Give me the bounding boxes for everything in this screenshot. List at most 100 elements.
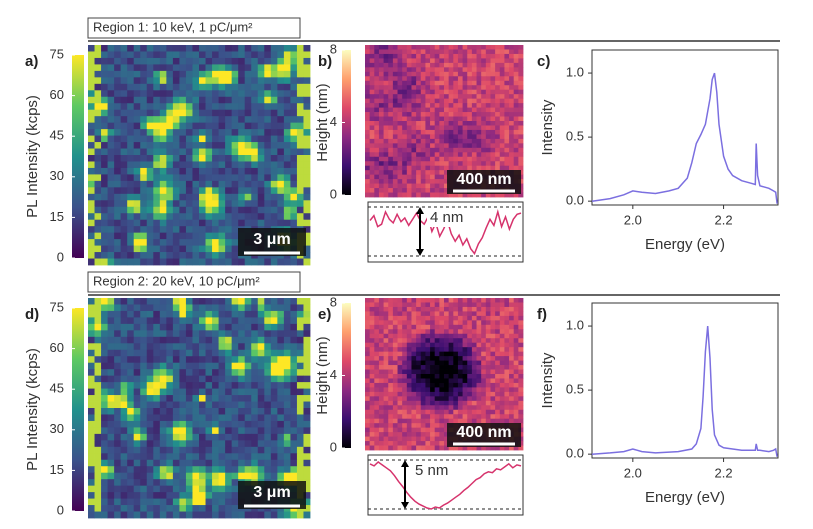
image-pixel: [444, 166, 449, 171]
image-pixel: [407, 49, 412, 54]
image-pixel: [245, 45, 252, 52]
image-pixel: [95, 187, 102, 194]
image-pixel: [370, 374, 375, 379]
image-pixel: [271, 64, 278, 71]
image-pixel: [290, 103, 297, 110]
image-pixel: [186, 181, 193, 188]
image-pixel: [303, 194, 310, 201]
image-pixel: [258, 149, 265, 156]
image-pixel: [481, 414, 486, 419]
image-pixel: [271, 453, 278, 460]
image-pixel: [258, 142, 265, 149]
image-pixel: [147, 317, 154, 324]
image-pixel: [114, 402, 121, 409]
image-pixel: [264, 161, 271, 168]
image-pixel: [108, 473, 115, 480]
image-pixel: [245, 466, 252, 473]
image-pixel: [453, 81, 458, 86]
image-pixel: [264, 350, 271, 357]
image-pixel: [435, 161, 440, 166]
image-pixel: [121, 414, 128, 421]
image-pixel: [303, 207, 310, 214]
image-pixel: [518, 117, 523, 122]
image-pixel: [277, 324, 284, 331]
image-pixel: [271, 363, 278, 370]
image-pixel: [435, 423, 440, 428]
image-pixel: [303, 369, 310, 376]
image-pixel: [303, 51, 310, 58]
image-pixel: [186, 434, 193, 441]
image-pixel: [258, 343, 265, 350]
image-pixel: [416, 370, 421, 375]
image-pixel: [388, 343, 393, 348]
image-pixel: [173, 155, 180, 162]
image-pixel: [477, 316, 482, 321]
image-pixel: [121, 330, 128, 337]
image-pixel: [486, 72, 491, 77]
image-pixel: [297, 51, 304, 58]
image-pixel: [486, 58, 491, 63]
image-pixel: [251, 427, 258, 434]
image-pixel: [199, 304, 206, 311]
image-pixel: [303, 356, 310, 363]
image-pixel: [384, 334, 389, 339]
image-pixel: [398, 361, 403, 366]
image-pixel: [192, 103, 199, 110]
image-pixel: [467, 152, 472, 157]
image-pixel: [290, 408, 297, 415]
image-pixel: [206, 45, 213, 52]
image-pixel: [95, 499, 102, 506]
image-pixel: [251, 259, 258, 266]
image-pixel: [411, 356, 416, 361]
image-pixel: [114, 90, 121, 97]
image-pixel: [453, 166, 458, 171]
image-pixel: [439, 378, 444, 383]
image-pixel: [166, 187, 173, 194]
image-pixel: [251, 200, 258, 207]
image-pixel: [393, 347, 398, 352]
image-pixel: [402, 72, 407, 77]
image-pixel: [225, 356, 232, 363]
image-pixel: [421, 343, 426, 348]
image-pixel: [219, 58, 226, 65]
image-pixel: [416, 365, 421, 370]
image-pixel: [199, 220, 206, 227]
image-pixel: [160, 213, 167, 220]
image-pixel: [435, 428, 440, 433]
image-pixel: [140, 298, 147, 305]
image-pixel: [134, 64, 141, 71]
image-pixel: [186, 402, 193, 409]
image-pixel: [245, 110, 252, 117]
image-pixel: [435, 125, 440, 130]
image-pixel: [458, 343, 463, 348]
image-pixel: [88, 408, 95, 415]
image-pixel: [393, 152, 398, 157]
image-pixel: [140, 395, 147, 402]
image-pixel: [212, 259, 219, 266]
image-pixel: [166, 90, 173, 97]
image-pixel: [393, 419, 398, 424]
image-pixel: [486, 298, 491, 303]
image-pixel: [147, 187, 154, 194]
image-pixel: [284, 84, 291, 91]
image-pixel: [284, 77, 291, 84]
y-tick-label: 0: [330, 439, 337, 454]
image-pixel: [370, 356, 375, 361]
image-pixel: [490, 365, 495, 370]
image-pixel: [95, 363, 102, 370]
image-pixel: [108, 77, 115, 84]
image-pixel: [140, 103, 147, 110]
image-pixel: [166, 395, 173, 402]
image-pixel: [121, 97, 128, 104]
image-pixel: [192, 246, 199, 253]
image-pixel: [374, 157, 379, 162]
image-pixel: [173, 473, 180, 480]
colorbar: [72, 308, 84, 511]
image-pixel: [463, 45, 468, 50]
image-pixel: [212, 304, 219, 311]
image-pixel: [407, 161, 412, 166]
image-pixel: [127, 110, 134, 117]
image-pixel: [393, 81, 398, 86]
image-pixel: [388, 179, 393, 184]
image-pixel: [425, 325, 430, 330]
